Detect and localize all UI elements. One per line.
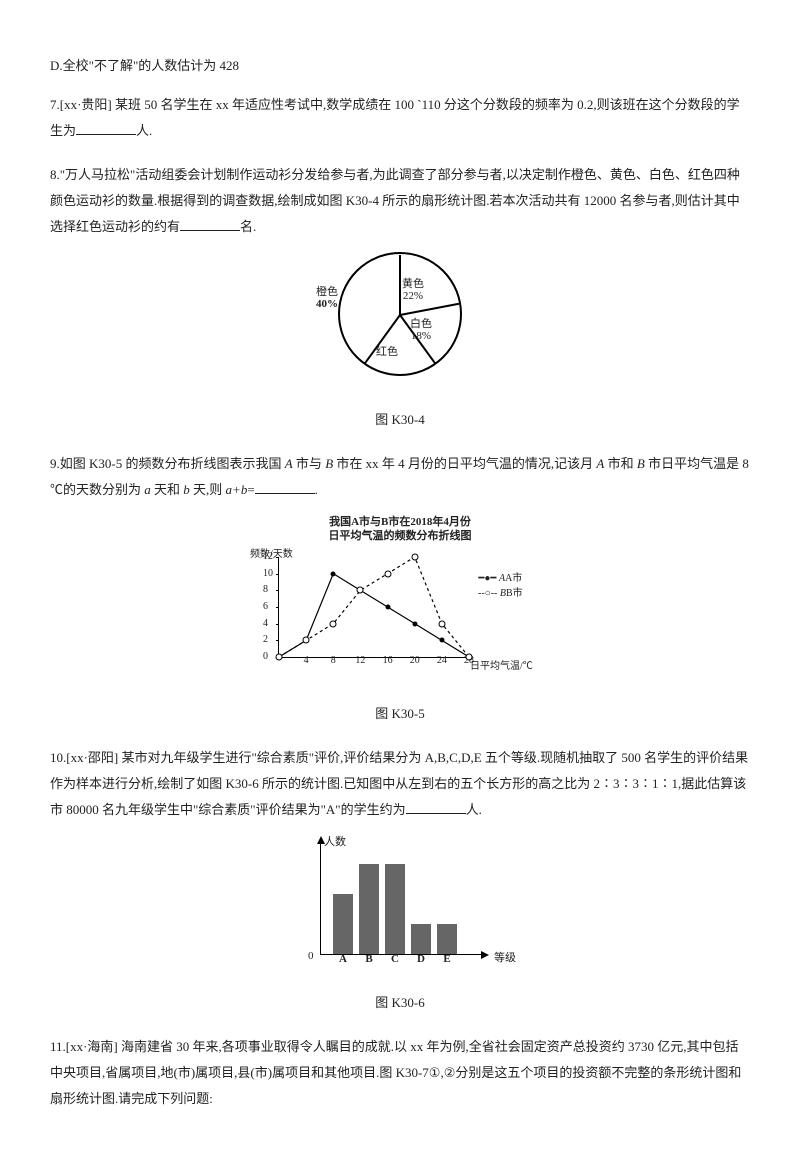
pie-label-yellow: 黄色22% [402,278,424,302]
q8-text: 8."万人马拉松"活动组委会计划制作运动衫分发给参与者,为此调查了部分参与者,以… [50,167,740,234]
pie-label-white: 白色18% [410,318,432,342]
figure-k30-6: 人数 ABCDE 0 等级 图 K30-6 [50,835,750,1016]
figure-k30-5: 我国A市与B市在2018年4月份日平均气温的频数分布折线图 频数/天数 0246… [50,515,750,727]
question-9: 9.如图 K30-5 的频数分布折线图表示我国 A 市与 B 市在 xx 年 4… [50,451,750,727]
caption-k30-4: 图 K30-4 [50,407,750,433]
question-8: 8."万人马拉松"活动组委会计划制作运动衫分发给参与者,为此调查了部分参与者,以… [50,162,750,433]
bc-zero: 0 [308,945,314,967]
q10-text: 10.[xx·邵阳] 某市对九年级学生进行"综合素质"评价,评价结果分为 A,B… [50,750,748,817]
x-arrow-icon [481,951,489,959]
q10-text-b: 人. [466,802,482,817]
caption-k30-6: 图 K30-6 [50,990,750,1016]
question-10: 10.[xx·邵阳] 某市对九年级学生进行"综合素质"评价,评价结果分为 A,B… [50,745,750,1016]
pie-label-red: 红色 [376,346,398,358]
q11-text: 11.[xx·海南] 海南建省 30 年来,各项事业取得令人瞩目的成就.以 xx… [50,1034,750,1112]
q7-text-a: 7.[xx·贵阳] 某班 50 名学生在 xx 年适应性考试中,数学成绩在 10… [50,97,740,138]
bar-chart: 人数 ABCDE 0 等级 [300,835,500,975]
bc-xlabel: 等级 [494,947,516,969]
blank-q10[interactable] [406,800,466,814]
q9-a: 9.如图 K30-5 的频数分布折线图表示我国 [50,456,285,471]
lc-legend: ━●━ AA市 --○-- BB市 [478,571,523,601]
lc-title: 我国A市与B市在2018年4月份日平均气温的频数分布折线图 [250,515,550,544]
blank-q9[interactable] [255,480,315,494]
lc-xlabel: 日平均气温/℃ [470,657,533,677]
y-arrow-icon [317,836,325,844]
q7-text-b: 人. [136,123,152,138]
caption-k30-5: 图 K30-5 [50,701,750,727]
line-plot: 024681012481216202428 [278,557,469,658]
question-7: 7.[xx·贵阳] 某班 50 名学生在 xx 年适应性考试中,数学成绩在 10… [50,92,750,144]
blank-q7[interactable] [76,121,136,135]
option-d-text: D.全校"不了解"的人数估计为 428 [50,53,750,79]
pie-label-orange: 橙色40% [316,286,338,310]
q8-text-b: 名. [240,219,256,234]
figure-k30-4: 橙色40% 黄色22% 白色18% 红色 图 K30-4 [50,252,750,433]
blank-q8[interactable] [180,217,240,231]
question-11: 11.[xx·海南] 海南建省 30 年来,各项事业取得令人瞩目的成就.以 xx… [50,1034,750,1112]
pie-chart [338,252,462,376]
